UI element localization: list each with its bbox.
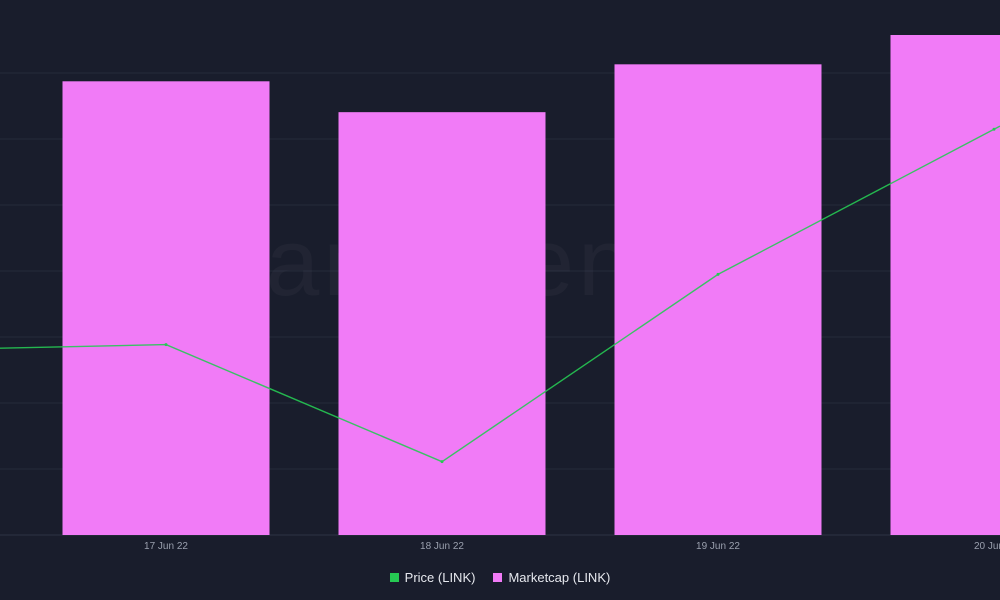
x-axis-ticks: 17 Jun 22 18 Jun 22 19 Jun 22 20 Jun 22	[144, 541, 1000, 552]
marketcap-bar[interactable]	[890, 35, 1000, 535]
legend-label-price: Price (LINK)	[404, 569, 476, 585]
x-tick-label: 17 Jun 22	[144, 541, 188, 552]
legend-item-price[interactable]: Price (LINK)	[389, 569, 476, 585]
marketcap-bar[interactable]	[62, 81, 270, 535]
price-point[interactable]	[992, 127, 996, 131]
x-tick-label: 19 Jun 22	[696, 541, 740, 552]
price-line-layer	[0, 125, 1000, 464]
x-tick-label: 20 Jun 22	[974, 541, 1000, 552]
price-point[interactable]	[716, 272, 720, 276]
marketcap-bar[interactable]	[614, 64, 822, 535]
legend-item-marketcap[interactable]: Marketcap (LINK)	[493, 570, 610, 585]
price-point[interactable]	[440, 460, 444, 464]
price-point[interactable]	[164, 343, 168, 347]
legend-label-marketcap: Marketcap (LINK)	[508, 569, 611, 585]
marketcap-bars	[62, 35, 1000, 535]
legend: Price (LINK) Marketcap (LINK)	[0, 566, 1000, 588]
legend-swatch-price	[389, 572, 399, 582]
legend-swatch-marketcap	[493, 572, 503, 582]
marketcap-bar[interactable]	[338, 112, 546, 535]
x-tick-label: 18 Jun 22	[420, 541, 464, 552]
